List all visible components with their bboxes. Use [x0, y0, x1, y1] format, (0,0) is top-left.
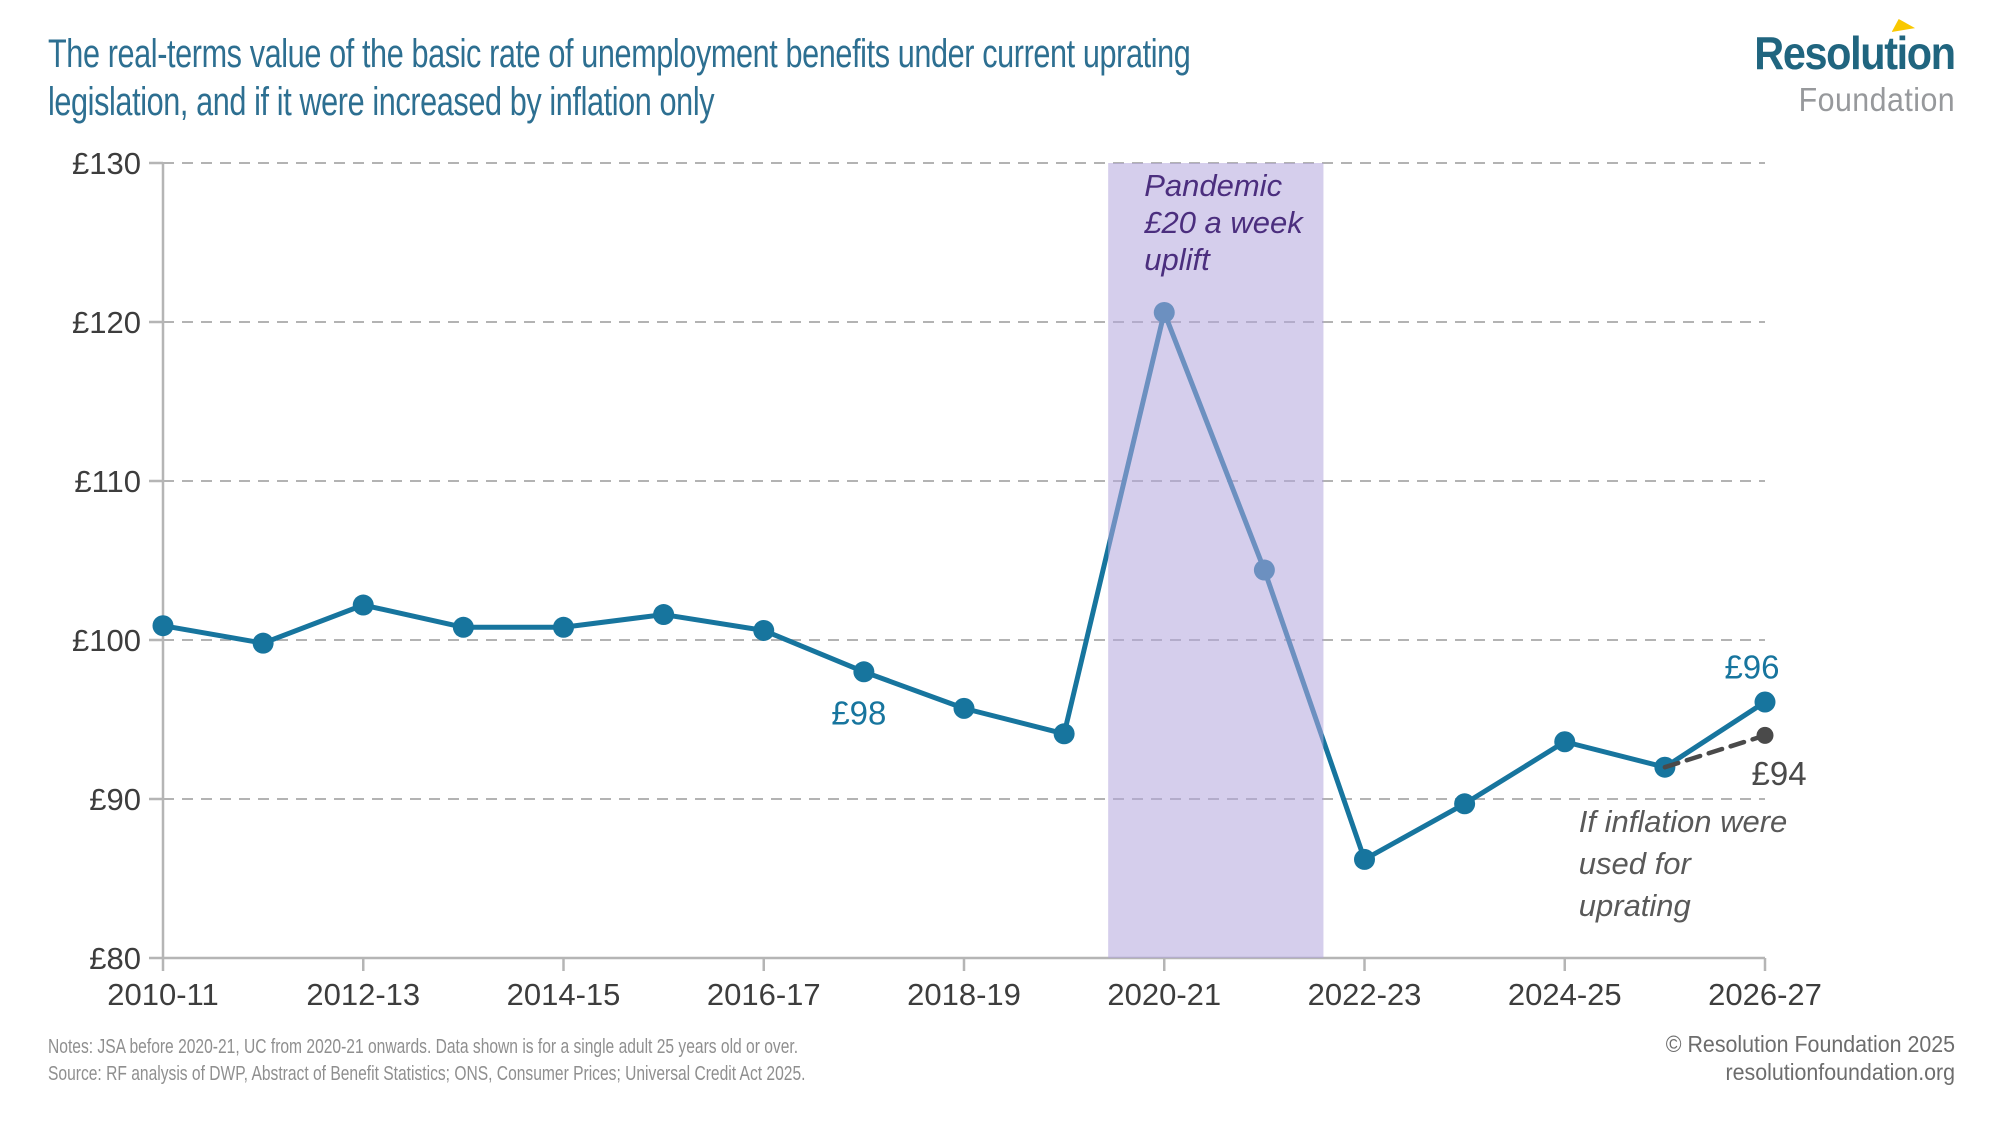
- chart-title-line-2: legislation, and if it were increased by…: [48, 80, 715, 124]
- data-point: [753, 619, 775, 641]
- source-line: Source: RF analysis of DWP, Abstract of …: [48, 1063, 806, 1085]
- x-axis-label: 2014-15: [507, 977, 621, 1012]
- y-axis-label: £100: [72, 623, 141, 658]
- data-point: [853, 661, 875, 683]
- pandemic-band: [1108, 163, 1324, 958]
- x-axis-label: 2022-23: [1308, 977, 1422, 1012]
- inflation-annotation: uprating: [1579, 888, 1691, 923]
- logo-foundation-wordmark: Foundation: [1798, 81, 1955, 118]
- y-axis-label: £90: [89, 782, 141, 817]
- x-axis-label: 2010-11: [107, 977, 218, 1012]
- chart-title: The real-terms value of the basic rate o…: [48, 30, 1379, 126]
- band-label: Pandemic: [1144, 168, 1282, 203]
- copyright-text: © Resolution Foundation 2025: [1665, 1031, 1955, 1057]
- logo-resolution-text: Resolution: [1754, 27, 1957, 79]
- x-axis-label: 2024-25: [1508, 977, 1622, 1012]
- inflation-annotation: If inflation were: [1579, 804, 1788, 839]
- data-point: [452, 616, 474, 638]
- data-point: [953, 697, 975, 719]
- band-label: £20 a week: [1143, 205, 1304, 240]
- value-label-96: £96: [1724, 649, 1779, 686]
- data-point: [1554, 731, 1576, 753]
- chart-credit: © Resolution Foundation 2025 resolutionf…: [1644, 1030, 1955, 1086]
- data-point: [352, 594, 374, 616]
- inflation-data-point: [1756, 726, 1774, 744]
- x-axis-label: 2018-19: [907, 977, 1021, 1012]
- y-axis-label: £130: [72, 146, 141, 181]
- notes-line: Notes: JSA before 2020-21, UC from 2020-…: [48, 1036, 799, 1058]
- data-point: [152, 615, 174, 637]
- data-point: [1354, 848, 1375, 870]
- x-axis-label: 2026-27: [1708, 977, 1822, 1012]
- data-point: [1754, 691, 1776, 713]
- data-point: [252, 632, 274, 654]
- x-axis-label: 2020-21: [1107, 977, 1221, 1012]
- website-text: resolutionfoundation.org: [1725, 1059, 1955, 1085]
- y-axis-label: £120: [72, 305, 141, 340]
- benefit-series-line: [160, 309, 1768, 862]
- data-point: [1053, 723, 1075, 745]
- chart-notes: Notes: JSA before 2020-21, UC from 2020-…: [48, 1034, 1019, 1088]
- logo-resolution-wordmark: Resolution: [1754, 19, 1957, 80]
- resolution-foundation-logo: Resolution Foundation: [1732, 19, 1957, 119]
- y-axis-label: £80: [89, 941, 141, 976]
- data-point: [1454, 793, 1476, 815]
- x-axis-label: 2012-13: [306, 977, 420, 1012]
- inflation-annotation: used for: [1579, 846, 1693, 881]
- data-point: [653, 604, 675, 626]
- value-label-98: £98: [831, 695, 886, 732]
- y-axis-label: £110: [74, 464, 141, 499]
- chart-title-line-1: The real-terms value of the basic rate o…: [48, 32, 1191, 76]
- x-axis-label: 2016-17: [707, 977, 821, 1012]
- band-label: uplift: [1144, 242, 1211, 277]
- inflation-series-line: [1662, 733, 1768, 770]
- value-label-94: £94: [1751, 755, 1806, 792]
- data-point: [553, 616, 574, 638]
